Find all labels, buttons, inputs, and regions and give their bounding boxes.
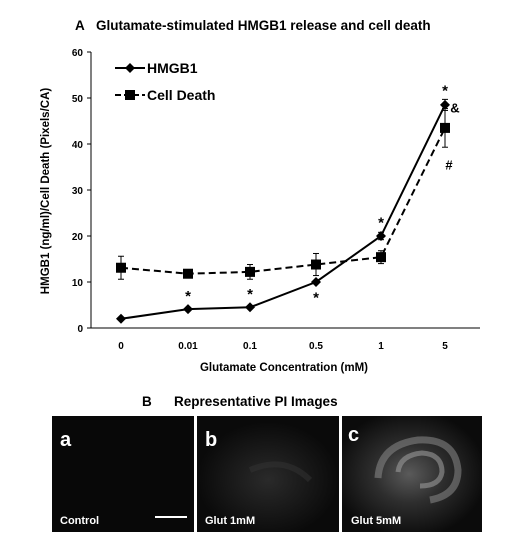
series-lines bbox=[120, 104, 446, 320]
x-axis-label: Glutamate Concentration (mM) bbox=[200, 362, 368, 374]
legend-hmgb1-label: HMGB1 bbox=[147, 60, 198, 76]
annotation-label: & bbox=[450, 100, 459, 115]
cell-death-data-point bbox=[440, 122, 450, 133]
annotation-label: * bbox=[185, 288, 191, 305]
pi-image-b-background bbox=[197, 416, 339, 532]
hmgb1-data-point bbox=[311, 277, 321, 287]
y-tick-label: 0 bbox=[77, 324, 83, 335]
legend-cell-death-marker bbox=[125, 90, 135, 100]
pi-image-a-letter: a bbox=[60, 429, 72, 451]
cell-death-data-point bbox=[183, 268, 193, 279]
annotation-label: * bbox=[313, 289, 319, 306]
pi-image-c-caption: Glut 5mM bbox=[351, 515, 401, 527]
y-tick-label: 60 bbox=[72, 48, 84, 59]
panel-a-letter: A bbox=[75, 18, 85, 33]
legend-hmgb1-marker bbox=[125, 63, 135, 73]
hmgb1-data-point bbox=[376, 231, 386, 241]
x-tick-label: 0.01 bbox=[178, 341, 198, 352]
y-tick-label: 50 bbox=[72, 94, 84, 105]
y-tick-label: 10 bbox=[72, 278, 84, 289]
pi-image-c-letter: c bbox=[348, 424, 359, 446]
x-tick-label: 1 bbox=[378, 341, 384, 352]
x-ticks: 0 0.01 0.1 0.5 1 5 bbox=[118, 341, 448, 352]
pi-image-c-hippocampus-arc-outer bbox=[374, 436, 462, 504]
hmgb1-data-point bbox=[440, 99, 450, 110]
cell-death-series-line bbox=[120, 127, 446, 275]
annotation-label: * bbox=[247, 286, 253, 303]
legend-cell-death-label: Cell Death bbox=[147, 87, 215, 103]
pi-image-b-letter: b bbox=[205, 429, 217, 451]
x-tick-label: 5 bbox=[442, 341, 448, 352]
y-ticks: 0 10 20 30 40 50 60 bbox=[72, 48, 91, 335]
hmgb1-series-line bbox=[120, 104, 446, 320]
hmgb1-data-point bbox=[245, 302, 255, 313]
cell-death-data-point bbox=[311, 259, 321, 270]
cell-death-data-point bbox=[116, 262, 126, 273]
x-tick-label: 0.5 bbox=[309, 341, 323, 352]
pi-image-a-background bbox=[52, 416, 194, 532]
y-tick-label: 20 bbox=[72, 232, 84, 243]
cell-death-data-point bbox=[245, 266, 255, 277]
pi-image-glut-1mm: b Glut 1mM bbox=[197, 416, 339, 532]
hmgb1-data-point bbox=[116, 313, 126, 324]
pi-image-b-caption: Glut 1mM bbox=[205, 515, 255, 527]
y-axis-label: HMGB1 (ng/ml)/Cell Death (Pixels/CA) bbox=[40, 88, 52, 295]
panel-b-title: Representative PI Images bbox=[174, 394, 338, 409]
error-bars bbox=[118, 98, 448, 280]
pi-image-glut-5mm: c Glut 5mM bbox=[342, 416, 482, 532]
hmgb1-data-point bbox=[183, 304, 193, 315]
legend: HMGB1 Cell Death bbox=[115, 60, 215, 103]
pi-image-a-caption: Control bbox=[60, 515, 99, 527]
pi-image-b-faint-structure bbox=[248, 461, 313, 483]
x-tick-label: 0.1 bbox=[243, 341, 257, 352]
cell-death-data-point bbox=[376, 252, 386, 263]
annotation-label: * bbox=[442, 83, 448, 100]
chart-title: Glutamate-stimulated HMGB1 release and c… bbox=[96, 18, 431, 33]
annotation-label: * bbox=[378, 214, 384, 231]
y-tick-label: 40 bbox=[72, 140, 84, 151]
y-tick-label: 30 bbox=[72, 186, 84, 197]
x-tick-label: 0 bbox=[118, 341, 124, 352]
pi-image-c-hippocampus-arc-inner bbox=[395, 450, 445, 489]
significance-annotations: * * ***&# bbox=[185, 83, 460, 307]
annotation-label: # bbox=[445, 157, 453, 172]
series-markers bbox=[116, 99, 450, 324]
panel-b-letter: B bbox=[142, 394, 152, 409]
pi-image-control: a Control bbox=[52, 416, 194, 532]
